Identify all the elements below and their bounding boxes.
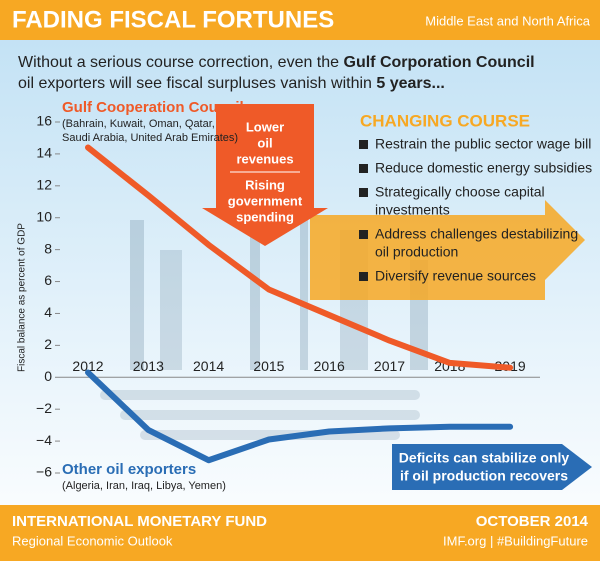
y-tick-label: 6	[44, 272, 52, 288]
legend-label: Other oil exporters	[62, 461, 196, 478]
callout-item: Reduce domestic energy subsidies	[375, 160, 592, 176]
y-axis-label: Fiscal balance as percent of GDP	[17, 223, 28, 372]
subtitle-text: oil exporters will see fiscal surpluses …	[18, 75, 376, 92]
title: FADING FISCAL FORTUNES	[12, 6, 334, 33]
callout-title: CHANGING COURSE	[360, 111, 530, 130]
deficit-text: if oil production recovers	[400, 468, 568, 484]
callout-item: Restrain the public sector wage bill	[375, 136, 591, 152]
legend-label: Gulf Cooperation Council	[62, 99, 244, 116]
y-tick-label: 4	[44, 304, 52, 320]
x-tick-label: 2012	[72, 358, 103, 374]
arrow-text: government	[228, 193, 303, 208]
x-tick-label: 2016	[314, 358, 345, 374]
refinery-illustration	[100, 170, 428, 440]
callout-item: Strategically choose capital	[375, 184, 545, 200]
footer-links: IMF.org | #BuildingFuture	[443, 533, 588, 548]
callout-item: Diversify revenue sources	[375, 268, 536, 284]
y-tick-label: 16	[36, 113, 52, 129]
callout-item: Address challenges destabilizing	[375, 226, 578, 242]
footer-report: Regional Economic Outlook	[12, 533, 173, 548]
bullet	[359, 140, 368, 149]
legend-members: (Bahrain, Kuwait, Oman, Qatar,	[62, 118, 215, 130]
subtitle-emphasis: Gulf Corporation Council	[344, 54, 535, 71]
region: Middle East and North Africa	[425, 13, 591, 28]
pressure-arrow	[202, 104, 328, 246]
arrow-text: spending	[236, 209, 294, 224]
x-tick-label: 2015	[253, 358, 284, 374]
y-tick-label: −4	[36, 432, 52, 448]
y-tick-label: 14	[36, 145, 52, 161]
arrow-text: oil	[257, 135, 272, 150]
callout-item: investments	[375, 202, 450, 218]
y-tick-label: 8	[44, 240, 52, 256]
arrow-text: revenues	[236, 151, 293, 166]
x-tick-label: 2014	[193, 358, 224, 374]
x-tick-label: 2013	[133, 358, 164, 374]
deficit-text: Deficits can stabilize only	[399, 450, 570, 466]
y-tick-label: 12	[36, 177, 52, 193]
x-tick-label: 2017	[374, 358, 405, 374]
deficit-arrow	[392, 444, 592, 490]
y-tick-label: 10	[36, 208, 52, 224]
arrow-text: Lower	[246, 119, 284, 134]
bullet	[359, 188, 368, 197]
footer-org: INTERNATIONAL MONETARY FUND	[12, 513, 267, 530]
bullet	[359, 164, 368, 173]
y-tick-label: 0	[44, 368, 52, 384]
series-line	[85, 144, 514, 371]
footer-band	[0, 505, 600, 561]
subtitle-line: Without a serious course correction, eve…	[18, 54, 535, 71]
footer-date: OCTOBER 2014	[476, 513, 589, 530]
subtitle-line: oil exporters will see fiscal surpluses …	[18, 75, 445, 92]
header-band	[0, 0, 600, 40]
arrow-text: Rising	[245, 177, 285, 192]
callout-item: oil production	[375, 244, 458, 260]
series-line	[85, 369, 514, 464]
legend-members: (Algeria, Iran, Iraq, Libya, Yemen)	[62, 480, 226, 492]
y-tick-label: −6	[36, 464, 52, 480]
bullet	[359, 272, 368, 281]
y-tick-label: −2	[36, 400, 52, 416]
y-tick-label: 2	[44, 336, 52, 352]
bullet	[359, 230, 368, 239]
legend-members: Saudi Arabia, United Arab Emirates)	[62, 132, 238, 144]
subtitle-emphasis: 5 years...	[376, 75, 445, 92]
subtitle-text: Without a serious course correction, eve…	[18, 54, 344, 71]
strategy-arrow	[310, 200, 585, 300]
